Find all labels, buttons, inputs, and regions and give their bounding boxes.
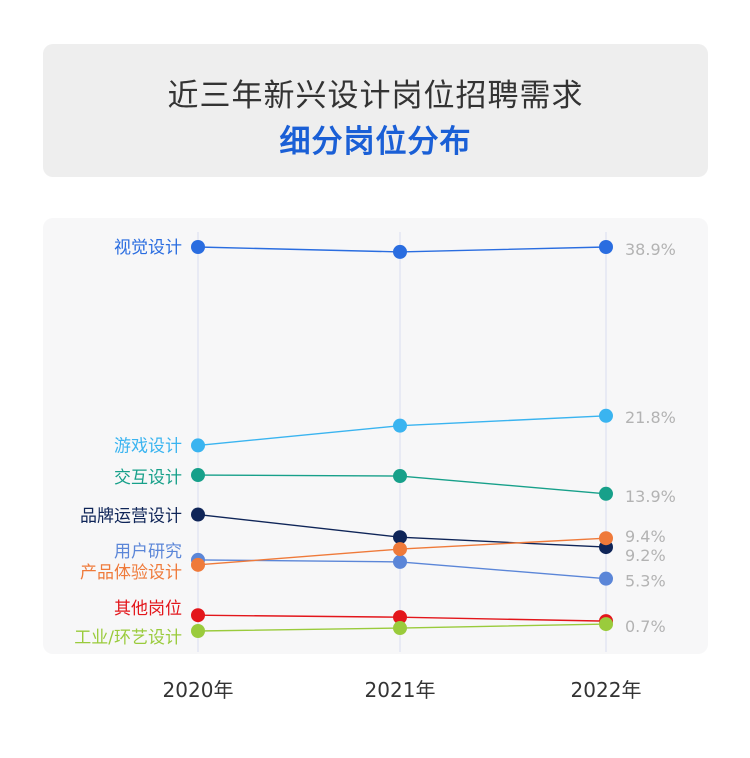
value-label-1: 21.8% [625,408,676,427]
value-label-4: 5.3% [625,572,666,591]
data-point-6-0 [191,608,205,623]
data-point-2-2 [599,486,613,501]
series-label-3: 品牌运营设计 [80,507,182,527]
value-label-2: 13.9% [625,487,676,506]
data-point-5-1 [393,542,407,557]
data-point-5-2 [599,531,613,546]
chart-subtitle: 细分岗位分布 [279,124,472,160]
data-point-5-0 [191,557,205,572]
x-tick-label-2: 2022年 [571,678,642,702]
data-point-6-1 [393,610,407,625]
data-point-4-1 [393,554,407,569]
value-label-0: 38.9% [625,240,676,259]
x-tick-label-1: 2021年 [365,678,436,702]
data-point-1-0 [191,438,205,453]
data-point-4-2 [599,571,613,586]
series-label-2: 交互设计 [114,468,182,488]
series-label-6: 其他岗位 [114,599,182,619]
value-label-7: 0.7% [625,617,666,636]
data-point-2-1 [393,469,407,484]
data-point-0-2 [599,240,613,254]
data-point-3-1 [393,530,407,545]
data-point-1-2 [599,408,613,423]
data-point-3-0 [191,507,205,522]
title-card: 近三年新兴设计岗位招聘需求 细分岗位分布 [43,44,708,177]
plot-panel [43,218,708,654]
data-point-7-1 [393,621,407,636]
series-label-1: 游戏设计 [114,436,182,456]
data-point-0-1 [393,244,407,259]
series-label-7: 工业/环艺设计 [74,628,182,648]
data-point-1-1 [393,418,407,433]
data-point-2-0 [191,468,205,483]
chart-title: 近三年新兴设计岗位招聘需求 [167,78,584,114]
data-point-0-0 [191,240,205,254]
value-label-3: 9.2% [625,546,666,565]
series-label-4: 用户研究 [114,542,182,562]
x-tick-label-0: 2020年 [163,678,234,702]
data-point-7-0 [191,624,205,638]
value-label-5: 9.4% [625,527,666,546]
data-point-7-2 [599,617,613,632]
series-label-0: 视觉设计 [114,238,182,258]
series-label-5: 产品体验设计 [80,563,182,583]
